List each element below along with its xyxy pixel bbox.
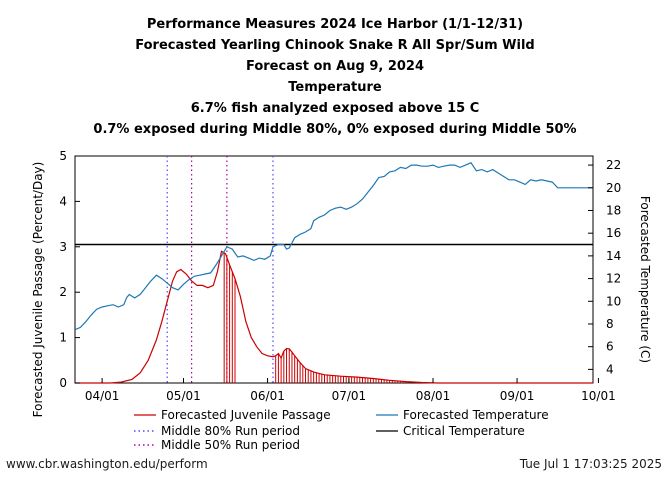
plot-area — [74, 155, 594, 384]
y-tick-label-4: 3 — [59, 240, 67, 254]
passage-line — [75, 250, 593, 384]
y2-tick-label-8: 18 — [606, 203, 621, 217]
title-line-6: 0.7% exposed during Middle 80%, 0% expos… — [93, 122, 576, 137]
source-link[interactable]: www.cbr.washington.edu/perform — [6, 457, 208, 471]
legend-label-1: Forecasted Juvenile Passage — [161, 408, 331, 422]
axes: 04/01 05/01 06/01 07/01 08/01 09/01 10/0101234… — [31, 149, 652, 417]
passage-series — [75, 250, 593, 384]
temperature-series — [74, 162, 593, 331]
x-tick-label-7: 10/01 — [581, 389, 616, 403]
legend-label-2: Forecasted Temperature — [403, 408, 549, 422]
title-line-5: 6.7% fish analyzed exposed above 15 C — [191, 101, 480, 116]
y2-tick-label-1: 4 — [606, 362, 614, 376]
run-period-lines — [166, 156, 274, 383]
legend: Forecasted Juvenile Passage Forecasted Te… — [134, 408, 549, 452]
exposure-bars — [223, 252, 423, 383]
y2-tick-label-4: 10 — [606, 294, 621, 308]
y2-tick-label-6: 14 — [606, 249, 621, 263]
y-tick-label-5: 4 — [59, 194, 67, 208]
y2-tick-label-10: 22 — [606, 158, 621, 172]
temperature-line — [74, 162, 593, 331]
plot-border — [74, 155, 594, 384]
y-tick-label-3: 2 — [59, 285, 67, 299]
x-tick-label-5: 08/01 — [416, 389, 451, 403]
x-tick-label-2: 05/01 — [166, 389, 201, 403]
x-tick-label-3: 06/01 — [250, 389, 285, 403]
legend-label-3: Middle 80% Run period — [161, 424, 300, 438]
timestamp: Tue Jul 1 17:03:25 2025 — [519, 457, 662, 471]
y2-tick-label-9: 20 — [606, 181, 621, 195]
legend-label-4: Critical Temperature — [403, 424, 525, 438]
y-tick-label-2: 1 — [59, 331, 67, 345]
title-line-2: Forecasted Yearling Chinook Snake R All … — [135, 38, 535, 53]
y-tick-label-1: 0 — [59, 376, 67, 390]
x-tick-label-4: 07/01 — [332, 389, 367, 403]
y-tick-label-6: 5 — [59, 149, 67, 163]
y2-tick-label-5: 12 — [606, 272, 621, 286]
y2-axis-label: Forecasted Temperature (C) — [638, 196, 652, 363]
y2-tick-label-3: 8 — [606, 317, 614, 331]
title-line-3: Forecast on Aug 9, 2024 — [246, 59, 424, 74]
y2-tick-label-7: 16 — [606, 226, 621, 240]
x-tick-label-6: 09/01 — [500, 389, 535, 403]
x-tick-label-1: 04/01 — [85, 389, 120, 403]
title-line-4: Temperature — [288, 80, 382, 95]
chart-title: Performance Measures 2024 Ice Harbor (1/… — [93, 17, 576, 137]
title-line-1: Performance Measures 2024 Ice Harbor (1/… — [147, 17, 523, 32]
legend-label-5: Middle 50% Run period — [161, 438, 300, 452]
y-axis-label: Forecasted Juvenile Passage (Percent/Day… — [31, 162, 45, 418]
y2-tick-label-2: 6 — [606, 340, 614, 354]
